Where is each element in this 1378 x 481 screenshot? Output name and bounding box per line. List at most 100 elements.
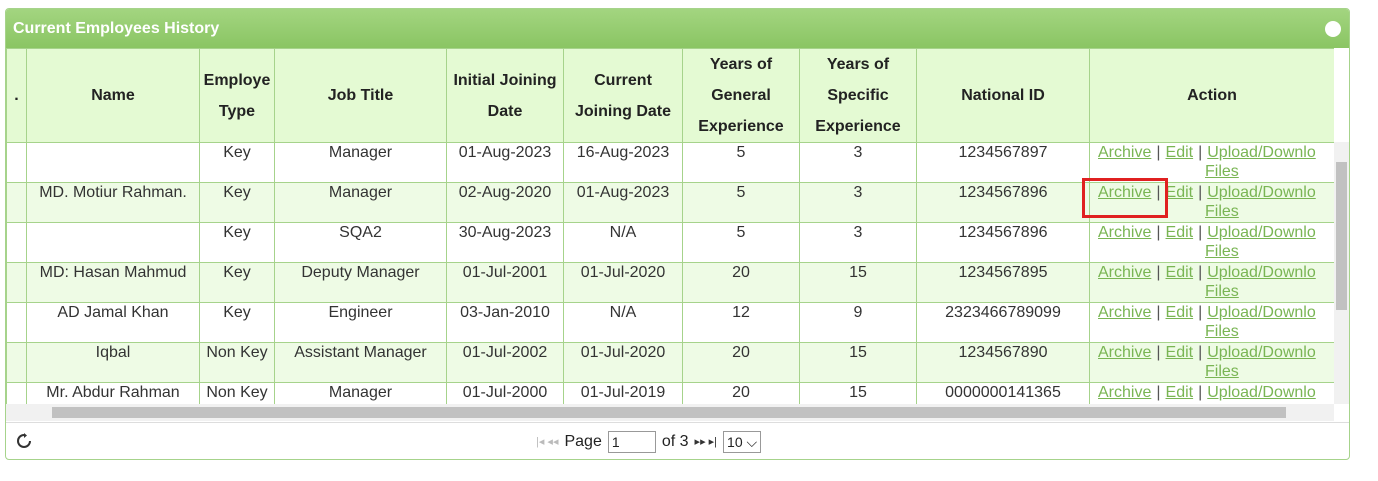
action-links: Archive | Edit | Upload/Downlo [1098,184,1332,203]
table-cell: 5 [682,142,800,183]
archive-link[interactable]: Archive [1098,144,1152,161]
table-cell: Key [199,142,275,183]
table-cell: 20 [682,342,800,383]
table-row: Key SQA2 30-Aug-2023 N/A 5 3 1234567896 Archive… [6,222,1334,263]
table-cell: 16-Aug-2023 [563,142,683,183]
table-cell: Manager [274,142,447,183]
table-cell: 1234567897 [916,142,1090,183]
table-row: Mr. Abdur Rahman Non Key Manager 01-Jul-200… [6,382,1334,404]
table-cell: 20 [682,262,800,303]
files-link[interactable]: Files [1205,363,1239,380]
table-cell: Manager [274,382,447,404]
header-row: . Name Employe Type Job Title Initial Joinin… [6,48,1334,143]
table-row: MD: Hasan Mahmud Key Deputy Manager 01-Jul-… [6,262,1334,303]
separator: | [1198,344,1203,361]
table-cell: SQA2 [274,222,447,263]
upload-link[interactable]: Upload/Downlo [1207,224,1316,241]
table-cell: 5 [682,222,800,263]
table-cell: 1234567895 [916,262,1090,303]
files-line: Files [1098,322,1332,341]
column-header: Years of General Experience [682,48,800,143]
files-link[interactable]: Files [1205,163,1239,180]
panel-titlebar: Current Employees History [6,9,1349,48]
files-link[interactable]: Files [1205,323,1239,340]
table-cell: Key [199,222,275,263]
table-cell: 01-Jul-2001 [446,262,564,303]
table-cell: MD: Hasan Mahmud [26,262,200,303]
upload-link[interactable]: Upload/Downlo [1207,384,1316,401]
table-cell: 01-Jul-2002 [446,342,564,383]
upload-link[interactable]: Upload/Downlo [1207,264,1316,281]
table-cell: 3 [799,142,917,183]
collapse-button[interactable] [1325,21,1341,37]
separator: | [1198,144,1203,161]
scroll-thumb[interactable] [52,407,1286,418]
row-cell [6,222,27,263]
edit-link[interactable]: Edit [1165,224,1194,241]
files-link[interactable]: Files [1205,283,1239,300]
table-cell: 01-Aug-2023 [446,142,564,183]
row-cell [6,382,27,404]
pager: |◂ ◂◂ Page 1 of 3 ▸▸ ▸| 10 ⌵ [536,431,762,453]
highlight-box [1082,178,1168,218]
page-size: 10 [727,434,743,450]
table-cell: 1234567896 [916,182,1090,223]
archive-link[interactable]: Archive [1098,184,1152,201]
vertical-scrollbar[interactable] [1334,142,1349,404]
archive-link[interactable]: Archive [1098,264,1152,281]
table-cell: 01-Jul-2000 [446,382,564,404]
table-cell: 0000000141365 [916,382,1090,404]
files-link[interactable]: Files [1205,203,1239,220]
table-cell: 15 [799,342,917,383]
edit-link[interactable]: Edit [1165,344,1194,361]
first-prev-buttons[interactable]: |◂ ◂◂ [536,436,559,448]
files-line: Files [1098,362,1332,381]
separator: | [1156,224,1161,241]
upload-link[interactable]: Upload/Downlo [1207,304,1316,321]
files-link[interactable]: Files [1205,403,1239,404]
table-cell: 5 [682,182,800,223]
upload-link[interactable]: Upload/Downlo [1207,344,1316,361]
files-line: Files [1098,282,1332,301]
separator: | [1198,264,1203,281]
table-cell: N/A [563,222,683,263]
table-row: AD Jamal Khan Key Engineer 03-Jan-2010 N/A 12… [6,302,1334,343]
next-last-buttons[interactable]: ▸▸ ▸| [694,436,718,448]
separator: | [1198,384,1203,401]
edit-link[interactable]: Edit [1165,304,1194,321]
scroll-thumb[interactable] [1336,162,1347,310]
edit-link[interactable]: Edit [1165,264,1194,281]
table-cell: 1234567896 [916,222,1090,263]
page-input[interactable]: 1 [607,431,656,453]
column-header: Name [26,48,200,143]
separator: | [1156,144,1161,161]
employees-table: . Name Employe Type Job Title Initial Joinin… [6,48,1334,404]
column-header: . [6,48,27,143]
action-links: Archive | Edit | Upload/Downlo [1098,264,1332,283]
edit-link[interactable]: Edit [1165,184,1194,201]
archive-link[interactable]: Archive [1098,304,1152,321]
edit-link[interactable]: Edit [1165,144,1194,161]
refresh-icon[interactable] [16,433,32,449]
separator: | [1156,184,1161,201]
files-line: Files [1098,162,1332,181]
edit-link[interactable]: Edit [1165,384,1194,401]
grid-panel: Current Employees History . Name Employe T… [5,8,1350,460]
pager-bar: |◂ ◂◂ Page 1 of 3 ▸▸ ▸| 10 ⌵ [6,422,1349,459]
table-cell: N/A [563,302,683,343]
page-size-select[interactable]: 10 ⌵ [723,431,762,453]
upload-link[interactable]: Upload/Downlo [1207,144,1316,161]
separator: | [1156,304,1161,321]
upload-link[interactable]: Upload/Downlo [1207,184,1316,201]
table-cell: 9 [799,302,917,343]
column-header: Years of Specific Experience [799,48,917,143]
horizontal-scrollbar[interactable] [6,404,1334,421]
files-link[interactable]: Files [1205,243,1239,260]
archive-link[interactable]: Archive [1098,224,1152,241]
archive-link[interactable]: Archive [1098,344,1152,361]
archive-link[interactable]: Archive [1098,384,1152,401]
